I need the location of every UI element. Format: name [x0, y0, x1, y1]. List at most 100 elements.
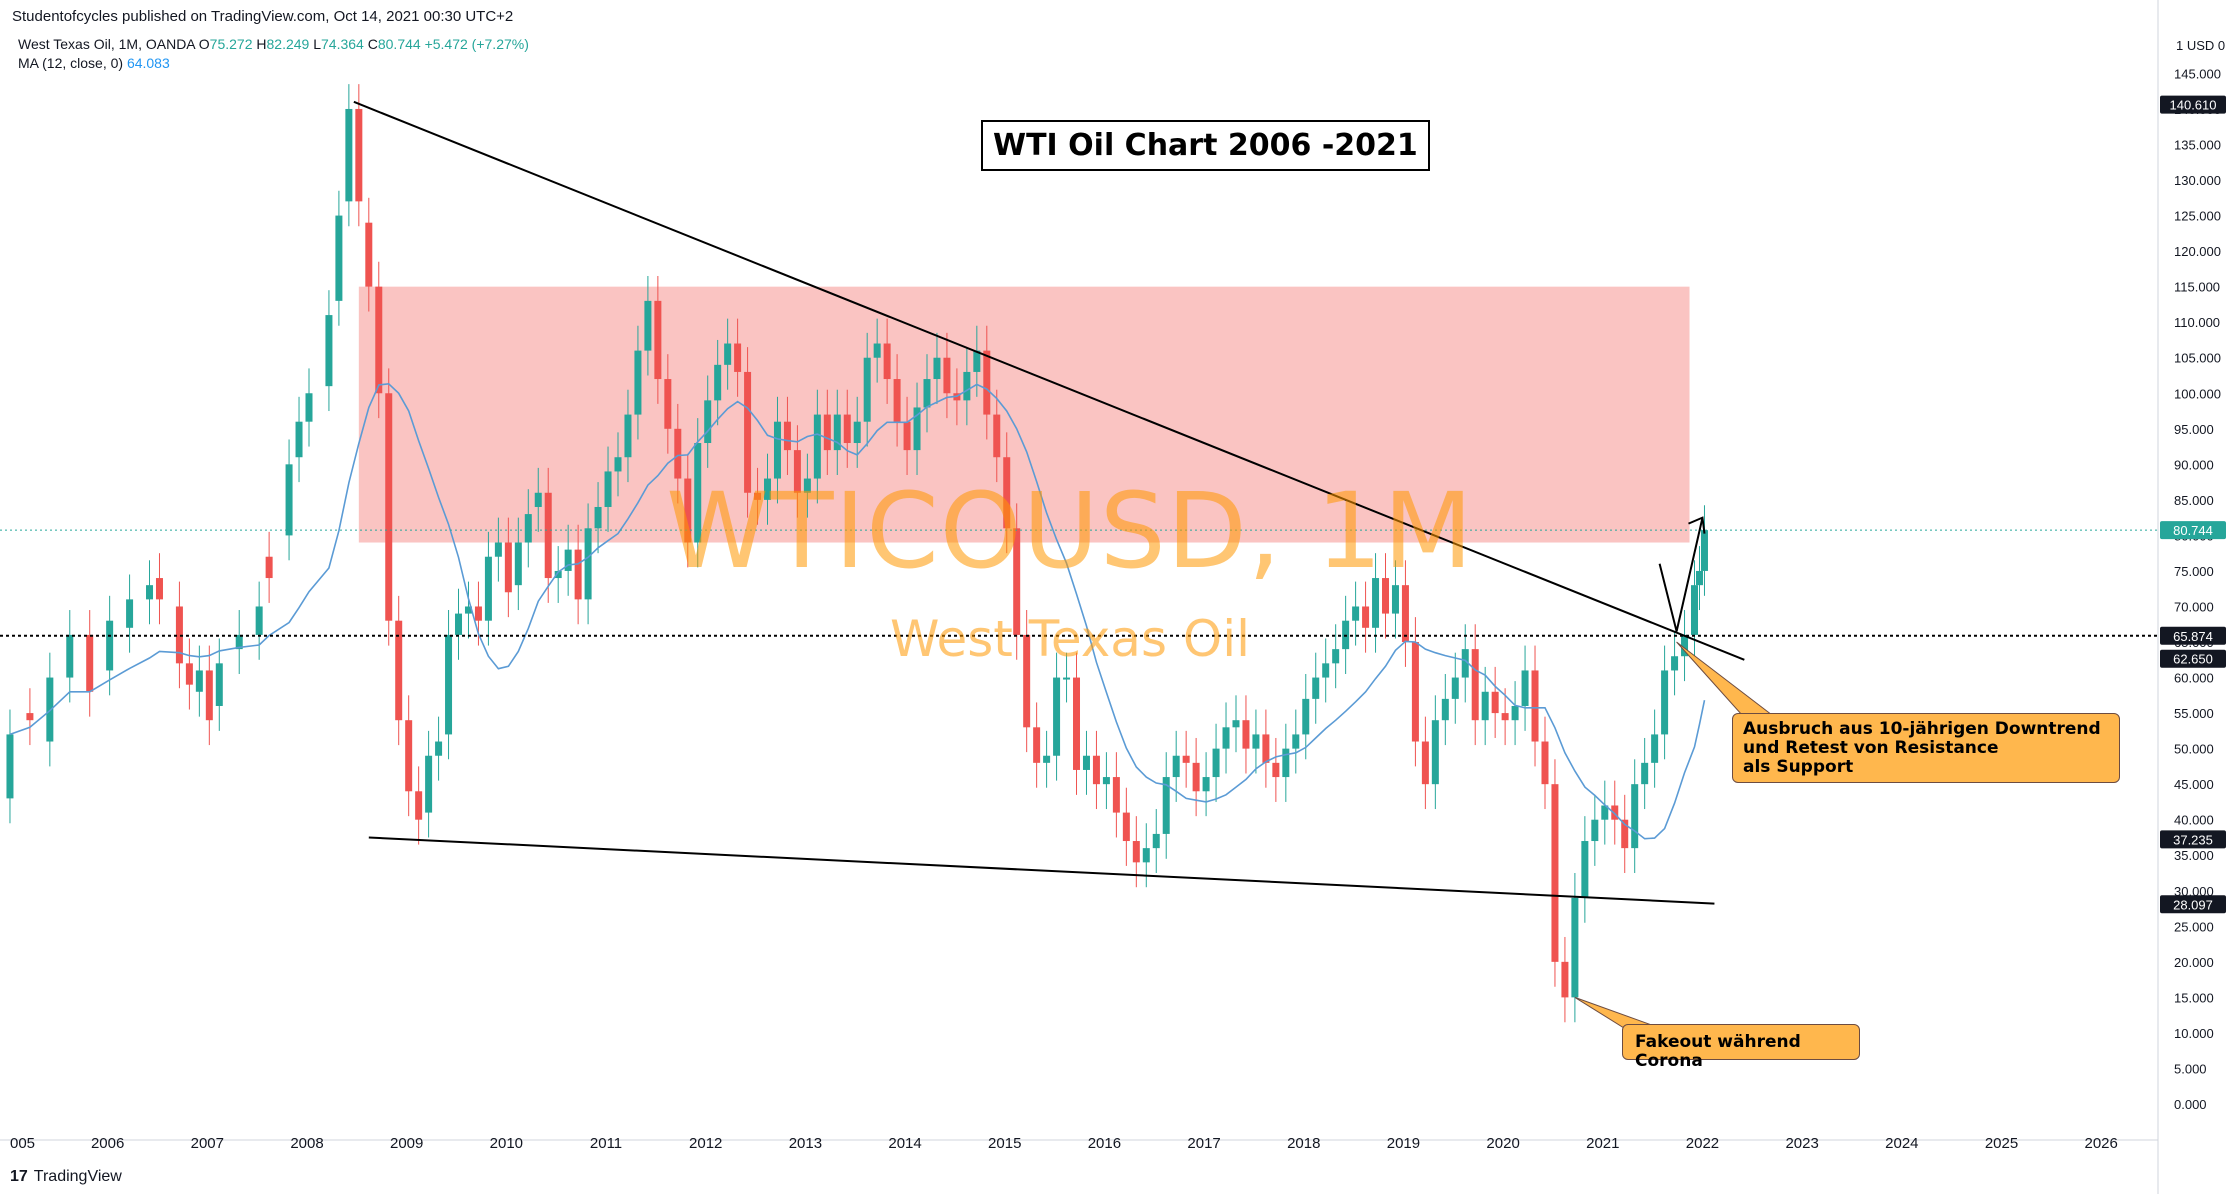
candle-body — [484, 556, 492, 621]
chart-title: WTI Oil Chart 2006 -2021 — [981, 120, 1430, 171]
candle-body — [494, 542, 502, 557]
candle-body — [943, 357, 951, 394]
candle-body — [1202, 777, 1210, 792]
candle-body — [1531, 670, 1539, 742]
x-tick-label: 2015 — [988, 1135, 1021, 1152]
candle-body — [185, 663, 193, 685]
tradingview-logo-icon: 17 — [10, 1168, 28, 1185]
legend-ohlc[interactable]: West Texas Oil, 1M, OANDA O75.272 H82.24… — [18, 36, 529, 52]
candle-body — [345, 108, 353, 202]
candle-body — [1142, 848, 1150, 863]
candle-body — [993, 414, 1001, 458]
candle-body — [1641, 762, 1649, 785]
x-tick-label: 2024 — [1885, 1135, 1918, 1152]
candle-body — [1401, 585, 1409, 643]
candle-body — [1112, 777, 1120, 813]
y-tick-label: 55.000 — [2174, 706, 2214, 721]
candle-body — [1631, 784, 1639, 849]
candle-body — [1132, 841, 1140, 863]
candle-body — [574, 549, 582, 600]
candle-body — [1695, 570, 1703, 586]
legend-ma-value: 64.083 — [126, 55, 170, 71]
legend-l-value: 74.364 — [321, 36, 364, 52]
candle-body — [1262, 734, 1270, 763]
candle-body — [1003, 457, 1011, 529]
candle-body — [1601, 805, 1609, 820]
candle-body — [375, 286, 383, 394]
candle-body — [724, 343, 732, 365]
candle-body — [6, 734, 14, 799]
candle-body — [783, 421, 791, 451]
resistance-zone-rect — [358, 286, 1690, 543]
price-label-bg — [2160, 830, 2226, 849]
price-label-bg — [2160, 649, 2226, 668]
candle-body — [923, 379, 931, 408]
price-label: 80.744 — [2173, 523, 2213, 538]
candle-body — [175, 606, 183, 664]
candle-body — [524, 514, 532, 543]
candle-body — [1591, 819, 1599, 842]
candle-body — [1411, 642, 1419, 742]
candle-body — [1053, 677, 1061, 756]
candle-body — [1431, 720, 1439, 785]
candle-body — [1681, 634, 1689, 657]
candle-body — [973, 350, 981, 372]
trendline-support — [368, 836, 1715, 905]
candle-body — [1033, 727, 1041, 763]
breakout-arrow — [1658, 517, 1704, 632]
candle-body — [744, 371, 752, 493]
candle-body — [674, 428, 682, 479]
x-tick-label: 2023 — [1785, 1135, 1818, 1152]
candle-body — [325, 315, 333, 387]
candle-body — [754, 492, 762, 500]
price-label: 37.235 — [2173, 832, 2213, 847]
candle-body — [544, 492, 552, 579]
y-axis-unit-label: 1 USD 0 — [2176, 38, 2225, 53]
y-tick-label: 20.000 — [2174, 955, 2214, 970]
candle-body — [1491, 691, 1499, 714]
breakout-line-3: als Support — [1743, 757, 1854, 777]
legend-ma[interactable]: MA (12, close, 0) 64.083 — [18, 55, 170, 71]
candle-body — [833, 414, 841, 451]
candle-body — [1521, 670, 1529, 706]
x-tick-label: 2014 — [888, 1135, 921, 1152]
candle-body — [903, 421, 911, 451]
candle-body — [963, 371, 971, 401]
candle-body — [883, 343, 891, 380]
candle-body — [106, 620, 114, 671]
footer-brand[interactable]: 17 TradingView — [10, 1168, 122, 1186]
candle-body — [843, 414, 851, 444]
candle-body — [654, 300, 662, 380]
price-label: 62.650 — [2173, 652, 2213, 667]
candle-body — [534, 492, 542, 507]
y-tick-label: 135.000 — [2174, 138, 2221, 153]
candle-body — [1671, 656, 1679, 671]
candle-body — [1252, 734, 1260, 749]
candle-body — [1102, 777, 1110, 785]
legend-l-label: L — [313, 36, 322, 52]
x-tick-label: 2017 — [1187, 1135, 1220, 1152]
candle-body — [823, 414, 831, 451]
y-tick-label: 75.000 — [2174, 564, 2214, 579]
candle-body — [1232, 720, 1240, 728]
x-tick-label: 2008 — [290, 1135, 323, 1152]
legend-h-label: H — [256, 36, 267, 52]
y-tick-label: 25.000 — [2174, 919, 2214, 934]
y-tick-label: 110.000 — [2174, 315, 2220, 330]
watermark-name: West Texas Oil — [889, 610, 1251, 668]
price-label-bg — [2160, 895, 2226, 914]
arrow-head-icon — [1688, 516, 1706, 534]
y-tick-label: 145.000 — [2174, 66, 2221, 81]
price-label: 28.097 — [2173, 897, 2213, 912]
candle-body — [1481, 691, 1489, 721]
y-tick-label: 70.000 — [2174, 599, 2214, 614]
candle-body — [195, 670, 203, 692]
candle-body — [425, 755, 433, 813]
candle-body — [853, 421, 861, 444]
candle-body — [1621, 819, 1629, 849]
candle-body — [385, 393, 393, 621]
candle-body — [215, 663, 223, 706]
candle-body — [355, 108, 363, 202]
y-tick-label: 60.000 — [2174, 671, 2214, 686]
